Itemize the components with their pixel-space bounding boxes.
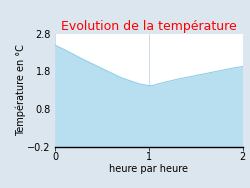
Y-axis label: Température en °C: Température en °C xyxy=(16,44,26,136)
Title: Evolution de la température: Evolution de la température xyxy=(61,20,236,33)
X-axis label: heure par heure: heure par heure xyxy=(109,164,188,174)
